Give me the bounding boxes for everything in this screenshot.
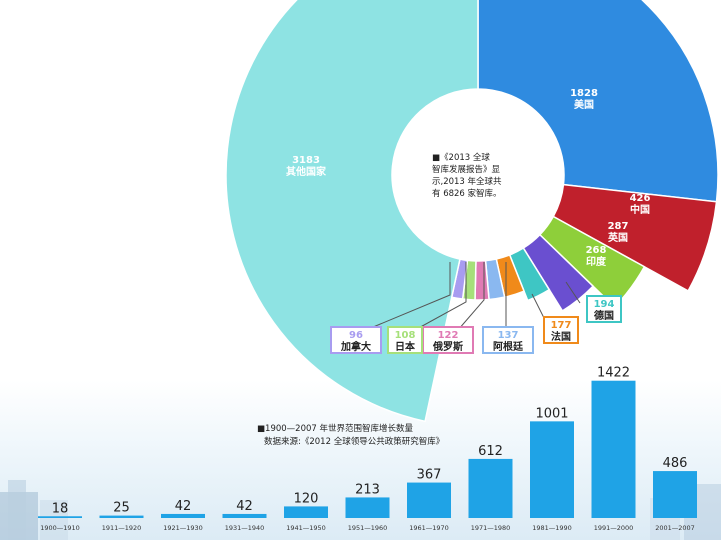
pie-center-note-line: ■《2013 全球 (432, 152, 490, 163)
bar-category-label: 1971—1980 (471, 524, 511, 532)
pie-category-label: 俄罗斯 (432, 340, 463, 353)
bar (653, 471, 697, 518)
pie-value-label: 177 (551, 320, 572, 331)
pie-label-box (482, 326, 534, 354)
pie-value-label: 268 (586, 245, 607, 256)
bar (99, 515, 144, 518)
pie-center-note-line: 有 6826 家智库。 (432, 188, 502, 199)
pie-label-box (543, 316, 579, 344)
pie-value-label: 3183 (292, 155, 320, 166)
pie-label-box (387, 326, 423, 354)
bar (530, 421, 574, 518)
pie-category-label: 阿根廷 (493, 340, 524, 353)
pie-value-label: 426 (630, 193, 651, 204)
pie-value-label: 108 (395, 330, 416, 341)
bar (161, 513, 205, 518)
bar (222, 513, 267, 518)
bar-value-label: 25 (113, 501, 130, 516)
pie-value-label: 122 (438, 330, 459, 341)
bar-category-label: 1931—1940 (225, 524, 265, 532)
bar-category-label: 1951—1960 (348, 524, 388, 532)
pie-value-label: 137 (498, 330, 519, 341)
bar-value-label: 42 (175, 499, 192, 514)
pie-label-box (586, 295, 622, 323)
pie-center-note-line: 示,2013 年全球共 (432, 176, 502, 187)
pie-center-hole (392, 89, 564, 261)
bar-category-label: 1911—1920 (102, 524, 142, 532)
bar-value-label: 486 (663, 456, 688, 471)
pie-leader-line (365, 262, 451, 331)
pie-leader-line (565, 281, 581, 304)
bar-value-label: 1422 (597, 366, 630, 381)
bar-chart-subtitle: 数据来源:《2012 全球领导公共政策研究智库》 (264, 436, 444, 447)
pie-category-label: 中国 (630, 203, 650, 216)
pie-label-box (330, 326, 382, 354)
pie-category-label: 加拿大 (340, 340, 371, 353)
bar-category-label: 1941—1950 (286, 524, 326, 532)
pie-category-label: 印度 (586, 255, 607, 268)
bar-category-label: 2001—2007 (655, 524, 695, 532)
pie-value-label: 287 (608, 221, 629, 232)
bar-category-label: 1991—2000 (594, 524, 634, 532)
bar-value-label: 18 (52, 501, 69, 516)
pie-leader-line (414, 262, 467, 331)
pie-value-label: 194 (594, 299, 615, 310)
bar (284, 506, 328, 518)
bar-value-label: 612 (478, 444, 503, 459)
pie-center-note-line: 智库发展报告》显 (432, 164, 501, 175)
bar (407, 482, 451, 518)
bar-value-label: 1001 (535, 406, 568, 421)
pie-value-label: 96 (349, 330, 363, 341)
bar-value-label: 120 (294, 491, 319, 506)
bar (468, 458, 513, 518)
bar (345, 497, 390, 518)
pie-label-box (422, 326, 474, 354)
pie-category-label: 英国 (607, 231, 628, 244)
pie-category-label: 法国 (551, 330, 571, 343)
bar-category-label: 1900—1910 (40, 524, 80, 532)
pie-value-label: 1828 (570, 88, 598, 99)
pie-leader-line (531, 293, 546, 321)
bar-value-label: 367 (417, 468, 442, 483)
pie-category-label: 日本 (395, 340, 416, 353)
pie-leader-line (457, 262, 485, 331)
bar (38, 516, 82, 518)
bar-chart-title: ■1900—2007 年世界范围智库增长数量 (257, 423, 413, 434)
bar-value-label: 213 (355, 482, 380, 497)
bar-category-label: 1961—1970 (409, 524, 449, 532)
pie-category-label: 德国 (593, 309, 614, 322)
pie-category-label: 其他国家 (286, 165, 327, 178)
bar-category-label: 1921—1930 (163, 524, 203, 532)
pie-category-label: 美国 (574, 98, 594, 111)
bar (591, 380, 636, 518)
bar-category-label: 1981—1990 (532, 524, 572, 532)
bar-value-label: 42 (236, 499, 253, 514)
